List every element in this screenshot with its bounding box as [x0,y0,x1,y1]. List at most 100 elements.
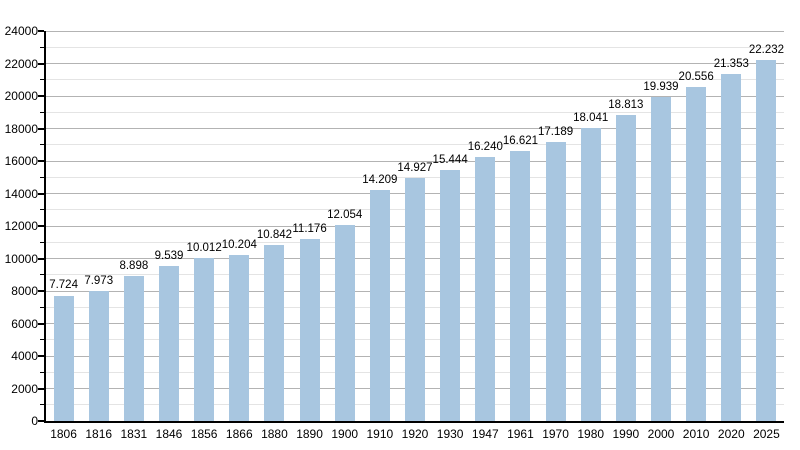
bar-value-label: 7.724 [49,279,78,292]
bar-value-label: 17.189 [537,125,574,138]
gridline-major [46,128,784,129]
bar-value-label: 20.556 [678,70,714,83]
y-tick-label: 24000 [4,24,38,38]
bar-value-label: 11.176 [292,223,327,236]
bar-1900 [334,225,355,421]
bar-1947 [475,157,496,421]
bar-value-label: 9.539 [154,249,184,262]
y-tick-minor [40,144,44,146]
bar-1856 [194,258,215,421]
y-tick-major [38,62,44,65]
y-tick-major [38,290,44,292]
bar-2020 [721,74,742,421]
bar-value-label: 7.973 [84,275,114,288]
x-tick-label: 1831 [120,427,148,441]
bar-value-label: 10.204 [221,239,257,252]
bar-value-label: 10.842 [256,228,293,241]
y-tick-major [38,355,44,357]
bar-2000 [651,97,671,421]
y-tick-minor [40,209,44,211]
y-tick-label: 14000 [4,186,38,201]
bar-1980 [580,127,601,421]
x-tick-label: 1816 [85,427,113,441]
y-tick-major [38,225,44,227]
x-tick-label: 2025 [753,427,780,441]
y-tick-label: 16000 [4,154,38,168]
x-axis-line [44,421,784,423]
y-tick-minor [40,46,44,48]
x-tick-label: 1990 [612,427,640,441]
x-tick-label: 2010 [682,427,710,441]
gridline-minor [46,46,784,48]
y-tick-label: 2000 [11,381,38,396]
bar-1920 [405,178,425,421]
bar-value-label: 10.012 [186,242,222,255]
x-tick-label: 1930 [436,427,464,441]
y-tick-major [38,95,44,97]
gridline-major [46,63,784,64]
x-tick-label: 1866 [225,427,253,441]
bar-2010 [686,86,707,421]
bar-1866 [229,255,250,421]
bar-value-label: 8.898 [119,260,149,273]
y-tick-label: 0 [31,414,38,428]
y-tick-major [38,322,44,325]
y-axis-line [44,31,46,423]
y-tick-minor [40,241,44,243]
y-tick-label: 12000 [4,219,38,233]
gridline-major [46,30,784,32]
y-tick-minor [40,404,44,406]
bar-1930 [440,170,461,421]
bar-value-label: 12.054 [327,209,363,222]
y-tick-minor [40,176,44,178]
gridline-minor [46,144,784,146]
bar-1880 [264,244,285,421]
y-tick-major [38,127,44,130]
y-tick-minor [40,306,44,308]
gridline-minor [46,79,784,81]
y-tick-minor [40,79,44,81]
y-tick-label: 22000 [4,56,38,71]
y-tick-major [38,160,44,162]
bar-2025 [756,59,777,421]
x-tick-label: 1880 [261,427,288,441]
plot-area: 7.724 7.973 8.898 9.539 10.012 10.204 10.842 11… [38,30,784,423]
bar-value-label: 22.232 [748,43,785,56]
x-tick-label: 1806 [50,427,77,441]
bar-1806 [53,295,74,421]
x-tick-label: 1970 [542,427,569,441]
gridline-major [46,95,784,97]
x-tick-label: 2000 [647,427,675,441]
bar-value-label: 21.353 [713,58,749,70]
x-tick-label: 2020 [717,427,745,441]
y-tick-minor [40,339,44,341]
y-tick-label: 6000 [11,316,38,331]
y-tick-major [38,387,44,390]
bar-1831 [123,276,144,421]
bar-value-label: 19.939 [643,80,679,93]
bar-value-label: 18.813 [608,99,644,112]
bar-value-label: 16.240 [467,141,503,154]
y-tick-major [38,192,44,195]
y-tick-label: 8000 [11,284,38,298]
y-tick-label: 18000 [4,121,38,136]
y-tick-label: 10000 [4,251,38,266]
x-tick-label: 1920 [401,427,429,441]
bar-1970 [545,141,566,421]
y-tick-minor [40,274,44,276]
y-tick-major [38,257,44,260]
x-tick-label: 1846 [155,427,183,441]
bar-value-label: 14.209 [362,174,398,187]
bar-1846 [159,266,179,421]
bar-1890 [299,239,320,421]
bar-value-label: 15.444 [432,154,468,167]
bar-1816 [88,291,109,421]
y-tick-minor [40,371,44,373]
bar-value-label: 14.927 [397,162,433,175]
x-tick-label: 1856 [190,427,218,441]
gridline-major [46,160,784,162]
y-tick-major [38,420,44,422]
gridline-minor [46,111,784,113]
x-tick-label: 1910 [366,427,394,441]
